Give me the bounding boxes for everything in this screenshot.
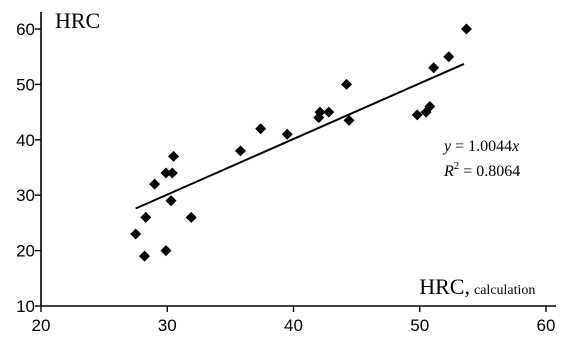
x-tick-label: 20 — [32, 316, 51, 335]
data-point — [323, 106, 335, 118]
data-point — [424, 101, 436, 113]
data-point — [443, 51, 455, 63]
r2-label: R — [443, 163, 454, 180]
data-point — [341, 78, 353, 90]
r2-rhs: = 0.8064 — [459, 163, 520, 180]
y-tick-label: 20 — [16, 242, 35, 261]
data-point — [166, 167, 178, 179]
data-point — [411, 109, 423, 121]
x-axis-title-main: HRC, — [419, 274, 470, 299]
data-point — [234, 145, 246, 157]
data-point — [165, 195, 177, 207]
trendline-group — [135, 62, 465, 210]
y-axis-title: HRC — [55, 8, 100, 33]
data-point — [149, 178, 161, 190]
data-point — [140, 211, 152, 223]
data-point — [428, 62, 440, 74]
data-point — [130, 228, 142, 240]
equation-var: x — [511, 138, 519, 155]
y-tick-label: 30 — [16, 186, 35, 205]
trendline — [135, 62, 465, 210]
data-point — [281, 128, 293, 140]
data-point — [460, 23, 472, 35]
regression-equation: y = 1.0044x — [442, 138, 519, 155]
axes — [40, 12, 556, 307]
data-point — [160, 167, 172, 179]
data-point — [255, 123, 267, 135]
y-tick-label: 40 — [16, 131, 35, 150]
data-point — [343, 114, 355, 126]
x-axis-title: HRC, — [419, 274, 470, 299]
x-tick-label: 60 — [537, 316, 556, 335]
x-tick-label: 50 — [410, 316, 429, 335]
equation-rhs: = 1.0044 — [451, 138, 512, 155]
data-point — [314, 106, 326, 118]
y-tick-label: 50 — [16, 75, 35, 94]
data-points — [130, 23, 472, 262]
data-point — [160, 245, 172, 257]
r-squared: R2 = 0.8064 — [443, 160, 520, 180]
data-point — [185, 211, 197, 223]
y-tick-label: 60 — [16, 20, 35, 39]
x-axis-title-sub: calculation — [474, 283, 535, 298]
r2-sup: 2 — [454, 160, 460, 172]
data-point — [168, 150, 180, 162]
x-tick-label: 30 — [158, 316, 177, 335]
y-tick-label: 10 — [16, 297, 35, 316]
x-tick-label: 40 — [284, 316, 303, 335]
equation-lhs: y — [442, 138, 452, 155]
data-point — [139, 250, 151, 262]
